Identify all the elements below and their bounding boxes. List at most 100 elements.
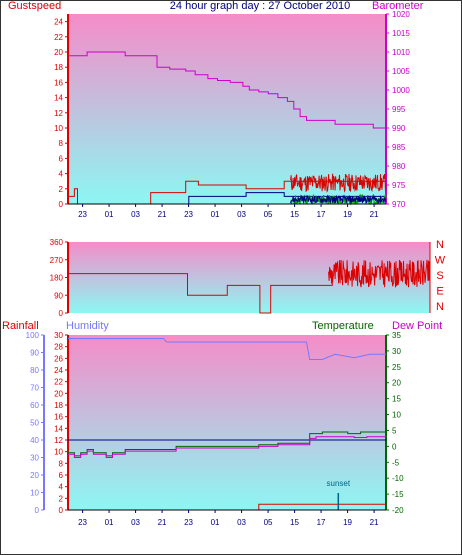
right-axis-tick-label: 0 bbox=[392, 442, 397, 451]
right-axis-tick-label: 15 bbox=[392, 395, 401, 404]
left-axis-tick-label: 0 bbox=[35, 506, 40, 515]
inner-axis-tick-label: 4 bbox=[59, 483, 64, 492]
humidity-label: Humidity bbox=[66, 320, 109, 332]
right-axis-tick-label: -5 bbox=[392, 458, 400, 467]
inner-axis-tick-label: 12 bbox=[54, 436, 63, 445]
left-axis-tick-label: 16 bbox=[54, 78, 63, 87]
series-line-rain-humidity-temp-0 bbox=[68, 338, 386, 360]
inner-axis-tick-label: 10 bbox=[54, 448, 63, 457]
x-axis-tick-label: 23 bbox=[184, 210, 193, 219]
inner-axis-tick-label: 26 bbox=[54, 354, 63, 363]
left-axis-tick-label: 10 bbox=[54, 124, 63, 133]
inner-axis-tick-label: 24 bbox=[54, 366, 63, 375]
compass-letter: N bbox=[436, 301, 444, 313]
x-axis-tick-label: 03 bbox=[131, 518, 140, 527]
x-axis-tick-label: 17 bbox=[317, 518, 326, 527]
inner-axis-tick-label: 0 bbox=[59, 506, 64, 515]
left-axis-tick-label: 12 bbox=[54, 109, 63, 118]
left-axis-tick-label: 6 bbox=[59, 154, 64, 163]
right-axis-tick-label: 1005 bbox=[392, 67, 410, 76]
left-axis-tick-label: 14 bbox=[54, 94, 63, 103]
graph-title: 24 hour graph day : 27 October 2010 bbox=[169, 0, 351, 12]
right-axis-tick-label: 985 bbox=[392, 143, 406, 152]
left-axis-tick-label: 30 bbox=[30, 454, 39, 463]
left-axis-tick-label: 20 bbox=[54, 48, 63, 57]
x-axis-tick-label: 23 bbox=[78, 518, 87, 527]
x-axis-tick-label: 05 bbox=[264, 210, 273, 219]
inner-axis-tick-label: 28 bbox=[54, 343, 63, 352]
x-axis-tick-label: 03 bbox=[237, 210, 246, 219]
left-axis-tick-label: 70 bbox=[30, 384, 39, 393]
right-axis-tick-label: 970 bbox=[392, 200, 406, 209]
inner-axis-tick-label: 6 bbox=[59, 471, 64, 480]
inner-axis-tick-label: 22 bbox=[54, 378, 63, 387]
rainfall-label: Rainfall bbox=[2, 320, 39, 332]
series-line-wind-barometer-0 bbox=[68, 51, 386, 129]
series-line-rain-humidity-temp-2 bbox=[68, 430, 387, 457]
x-axis-tick-label: 15 bbox=[290, 210, 299, 219]
temperature-label: Temperature bbox=[312, 320, 374, 332]
left-axis-tick-label: 360 bbox=[50, 238, 64, 247]
left-axis-tick-label: 24 bbox=[54, 18, 63, 27]
x-axis-tick-label: 21 bbox=[370, 518, 379, 527]
x-axis-tick-label: 05 bbox=[264, 518, 273, 527]
compass-letter: S bbox=[436, 270, 443, 282]
inner-axis-tick-label: 30 bbox=[54, 331, 63, 340]
right-axis-tick-label: 1000 bbox=[392, 86, 410, 95]
left-axis-tick-label: 90 bbox=[54, 291, 63, 300]
left-axis-tick-label: 60 bbox=[30, 401, 39, 410]
inner-axis-tick-label: 20 bbox=[54, 389, 63, 398]
x-axis-tick-label: 01 bbox=[105, 518, 114, 527]
left-axis-tick-label: 18 bbox=[54, 63, 63, 72]
plot-area-rain-humidity-temp bbox=[68, 335, 386, 510]
right-axis-tick-label: 30 bbox=[392, 347, 401, 356]
x-axis-tick-label: 21 bbox=[158, 518, 167, 527]
inner-axis-tick-label: 2 bbox=[59, 494, 64, 503]
x-axis-tick-label: 03 bbox=[237, 518, 246, 527]
right-axis-tick-label: 5 bbox=[392, 426, 397, 435]
inner-axis-tick-label: 8 bbox=[59, 459, 64, 468]
inner-axis-tick-label: 18 bbox=[54, 401, 63, 410]
left-axis-tick-label: 20 bbox=[30, 471, 39, 480]
left-axis-tick-label: 22 bbox=[54, 33, 63, 42]
compass-letter: N bbox=[436, 239, 444, 251]
compass-letter: E bbox=[436, 286, 443, 298]
right-axis-tick-label: 1010 bbox=[392, 48, 410, 57]
inner-axis-tick-label: 14 bbox=[54, 424, 63, 433]
x-axis-tick-label: 01 bbox=[211, 210, 220, 219]
right-axis-tick-label: -20 bbox=[392, 506, 404, 515]
left-axis-tick-label: 90 bbox=[30, 349, 39, 358]
right-axis-tick-label: -15 bbox=[392, 490, 404, 499]
right-axis-tick-label: 1015 bbox=[392, 29, 410, 38]
left-axis-tick-label: 40 bbox=[30, 436, 39, 445]
x-axis-tick-label: 01 bbox=[105, 210, 114, 219]
compass-letter: W bbox=[435, 255, 446, 267]
left-axis-tick-label: 2 bbox=[59, 185, 64, 194]
right-axis-tick-label: 975 bbox=[392, 181, 406, 190]
plot-area-wind-barometer bbox=[68, 14, 386, 204]
left-axis-tick-label: 100 bbox=[26, 331, 40, 340]
x-axis-tick-label: 19 bbox=[343, 210, 352, 219]
x-axis-tick-label: 17 bbox=[317, 210, 326, 219]
dew-point-label: Dew Point bbox=[392, 320, 443, 332]
right-axis-tick-label: 980 bbox=[392, 162, 406, 171]
x-axis-tick-label: 03 bbox=[131, 210, 140, 219]
right-axis-tick-label: 20 bbox=[392, 379, 401, 388]
left-axis-tick-label: 4 bbox=[59, 170, 64, 179]
barometer-label: Barometer bbox=[372, 0, 424, 12]
left-axis-tick-label: 270 bbox=[50, 256, 64, 265]
x-axis-tick-label: 19 bbox=[343, 518, 352, 527]
x-axis-tick-label: 21 bbox=[370, 210, 379, 219]
x-axis-tick-label: 23 bbox=[184, 518, 193, 527]
x-axis-tick-label: 01 bbox=[211, 518, 220, 527]
left-axis-tick-label: 8 bbox=[59, 139, 64, 148]
left-axis-tick-label: 0 bbox=[59, 200, 64, 209]
series-line-rain-humidity-temp-3 bbox=[68, 436, 386, 458]
noise-trace-wind-barometer-2 bbox=[290, 194, 387, 205]
left-axis-tick-label: 80 bbox=[30, 366, 39, 375]
x-axis-tick-label: 23 bbox=[78, 210, 87, 219]
sunset-label: sunset bbox=[327, 479, 351, 488]
inner-axis-tick-label: 16 bbox=[54, 413, 63, 422]
right-axis-tick-label: 35 bbox=[392, 331, 401, 340]
